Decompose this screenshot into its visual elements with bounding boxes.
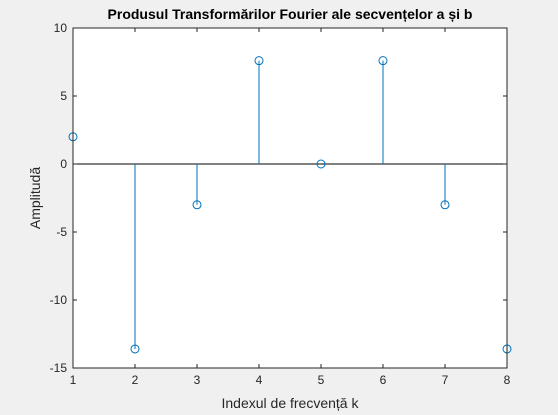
x-tick-label: 4	[256, 373, 263, 387]
stem-marker	[254, 56, 264, 66]
stem-marker	[192, 200, 202, 210]
x-tick-label: 7	[442, 373, 449, 387]
chart-title: Produsul Transformărilor Fourier ale sec…	[108, 6, 473, 22]
y-tick-label: 5	[60, 89, 67, 103]
x-tick-label: 6	[380, 373, 387, 387]
x-axis-label: Indexul de frecvență k	[222, 395, 360, 411]
y-axis-label: Amplitudă	[27, 167, 43, 229]
x-tick-label: 3	[194, 373, 201, 387]
y-tick-label: -5	[56, 225, 67, 239]
stem-marker	[378, 56, 388, 66]
y-tick-label: -15	[50, 361, 68, 375]
x-tick-label: 5	[318, 373, 325, 387]
plot-area	[73, 28, 507, 368]
ticks-layer	[72, 27, 508, 369]
axes-box	[72, 27, 508, 369]
stem-marker	[316, 159, 326, 169]
x-tick-label: 1	[70, 373, 77, 387]
y-tick-label: -10	[50, 293, 68, 307]
stem-marker	[130, 344, 140, 354]
y-tick-label: 10	[54, 21, 68, 35]
y-tick-label: 0	[60, 157, 67, 171]
tick-labels-layer: 1 2 3 4 5 6 7 8 -15 -10 -5 0 5 10	[50, 21, 511, 387]
x-tick-label: 2	[132, 373, 139, 387]
x-tick-label: 8	[504, 373, 511, 387]
stem-marker	[440, 200, 450, 210]
